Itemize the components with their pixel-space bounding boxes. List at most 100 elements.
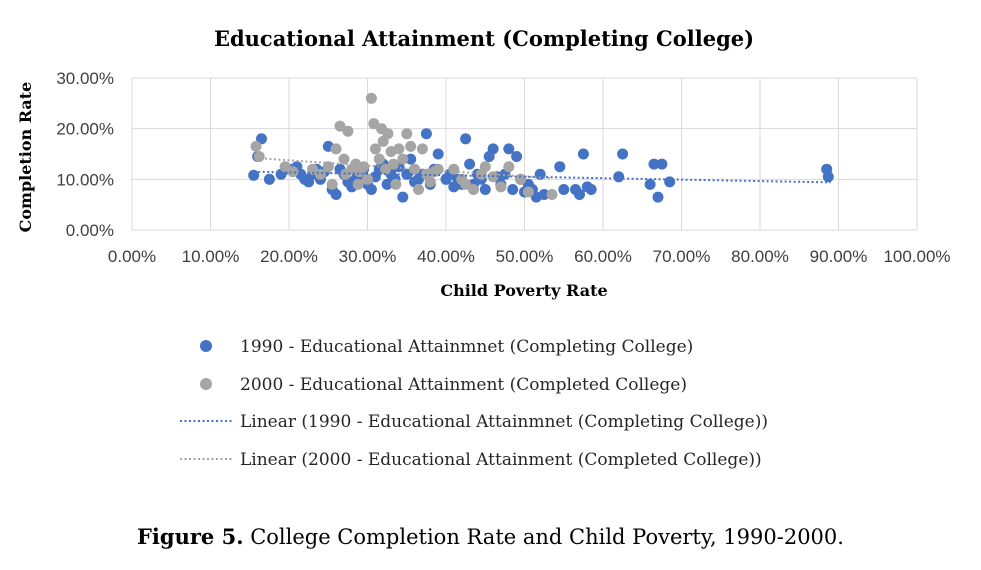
point-1990 — [558, 184, 570, 195]
point-1990 — [420, 128, 432, 140]
x-tick-label: 50.00% — [496, 247, 554, 266]
point-2000 — [390, 178, 402, 190]
point-2000 — [460, 178, 472, 190]
point-2000 — [401, 128, 413, 140]
point-2000 — [373, 153, 385, 165]
x-tick-label: 100.00% — [883, 247, 950, 266]
point-2000 — [413, 184, 424, 195]
point-2000 — [546, 189, 558, 200]
legend-marker — [200, 378, 212, 390]
point-1990 — [554, 161, 566, 173]
point-1990 — [507, 184, 519, 195]
y-tick-label: 20.00% — [56, 120, 114, 139]
point-2000 — [342, 125, 354, 137]
legend-label: 2000 - Educational Attainment (Completed… — [240, 375, 687, 395]
point-1990 — [648, 158, 660, 170]
point-1990 — [617, 148, 629, 160]
point-2000 — [479, 161, 491, 173]
point-1990 — [644, 178, 656, 190]
point-1990 — [365, 184, 377, 195]
point-2000 — [334, 120, 346, 132]
point-2000 — [448, 163, 460, 175]
point-1990 — [330, 189, 342, 200]
x-tick-label: 80.00% — [731, 247, 789, 266]
point-2000 — [338, 153, 350, 165]
point-2000 — [424, 176, 436, 188]
x-tick-label: 20.00% — [260, 247, 318, 266]
y-tick-label: 0.00% — [66, 221, 114, 240]
legend-label: 1990 - Educational Attainmnet (Completin… — [240, 337, 693, 357]
legend-label: Linear (1990 - Educational Attainmnet (C… — [240, 412, 768, 432]
point-2000 — [405, 140, 417, 152]
point-2000 — [368, 118, 380, 130]
point-2000 — [287, 166, 299, 178]
point-1990 — [405, 153, 417, 165]
point-1990 — [464, 158, 476, 170]
point-1990 — [397, 191, 409, 203]
x-tick-label: 10.00% — [182, 247, 240, 266]
point-2000 — [358, 161, 370, 173]
point-1990 — [381, 178, 393, 190]
chart-title: Educational Attainment (Completing Colle… — [214, 26, 754, 51]
point-1990 — [263, 173, 275, 185]
point-2000 — [468, 184, 479, 195]
point-2000 — [369, 143, 381, 155]
point-1990 — [256, 133, 267, 145]
point-1990 — [487, 143, 499, 155]
trendlines — [253, 157, 831, 184]
point-2000 — [362, 173, 373, 185]
point-2000 — [250, 140, 262, 152]
x-tick-label: 40.00% — [417, 247, 475, 266]
x-tick-label: 60.00% — [574, 247, 632, 266]
tick-labels: 0.00% 10.00% 20.00% 30.00% 0.00% 10.00% 20.00%… — [56, 69, 950, 266]
point-2000 — [397, 153, 409, 165]
point-1990 — [656, 158, 668, 170]
point-2000 — [322, 161, 334, 173]
point-1990 — [577, 148, 589, 160]
point-1990 — [460, 133, 472, 145]
y-axis-title: Completion Rate — [16, 82, 35, 233]
point-1990 — [248, 169, 260, 181]
point-2000 — [416, 143, 428, 155]
point-1990 — [664, 176, 676, 188]
data-points — [248, 92, 834, 203]
x-tick-label: 70.00% — [653, 247, 711, 266]
point-2000 — [365, 92, 377, 104]
point-2000 — [503, 161, 515, 173]
point-2000 — [495, 181, 507, 193]
x-tick-label: 90.00% — [810, 247, 868, 266]
figure-caption-text: College Completion Rate and Child Povert… — [243, 525, 844, 549]
grid — [131, 77, 918, 231]
legend: 1990 - Educational Attainmnet (Completin… — [180, 337, 768, 470]
point-2000 — [330, 143, 342, 155]
point-2000 — [307, 163, 319, 175]
point-2000 — [352, 178, 364, 190]
point-1990 — [479, 184, 491, 195]
point-2000 — [279, 161, 291, 173]
x-tick-label: 0.00% — [108, 247, 156, 266]
x-axis-title: Child Poverty Rate — [440, 281, 607, 300]
point-2000 — [253, 151, 265, 162]
point-1990 — [511, 151, 523, 162]
figure-caption: Figure 5. College Completion Rate and Ch… — [0, 524, 981, 549]
point-1990 — [538, 189, 550, 200]
point-2000 — [522, 186, 534, 198]
point-2000 — [387, 158, 399, 170]
legend-marker — [200, 340, 212, 352]
point-1990 — [613, 171, 625, 183]
y-tick-label: 30.00% — [56, 69, 114, 88]
trendline-1990 — [253, 170, 831, 184]
point-1990 — [822, 171, 834, 183]
point-1990 — [652, 191, 664, 203]
figure-label: Figure 5. — [137, 524, 244, 549]
point-2000 — [382, 128, 394, 140]
point-1990 — [585, 184, 597, 195]
point-2000 — [432, 163, 444, 175]
chart: Educational Attainment (Completing Colle… — [16, 26, 951, 470]
point-1990 — [503, 143, 515, 155]
point-2000 — [314, 168, 326, 180]
point-2000 — [393, 143, 405, 155]
y-tick-label: 10.00% — [56, 170, 114, 189]
point-1990 — [574, 189, 585, 200]
legend-label: Linear (2000 - Educational Attainment (C… — [240, 450, 762, 470]
